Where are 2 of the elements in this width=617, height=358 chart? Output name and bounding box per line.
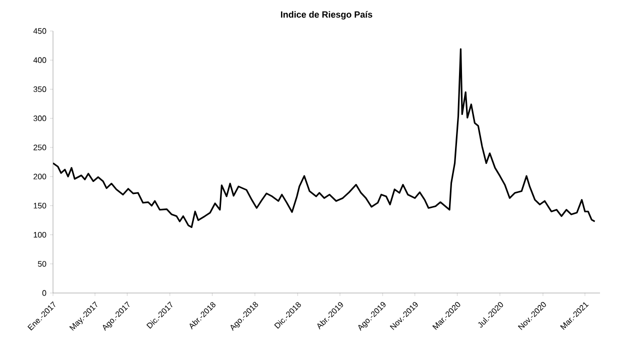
line-series — [53, 48, 596, 228]
chart-title: Indice de Riesgo País — [281, 11, 372, 20]
